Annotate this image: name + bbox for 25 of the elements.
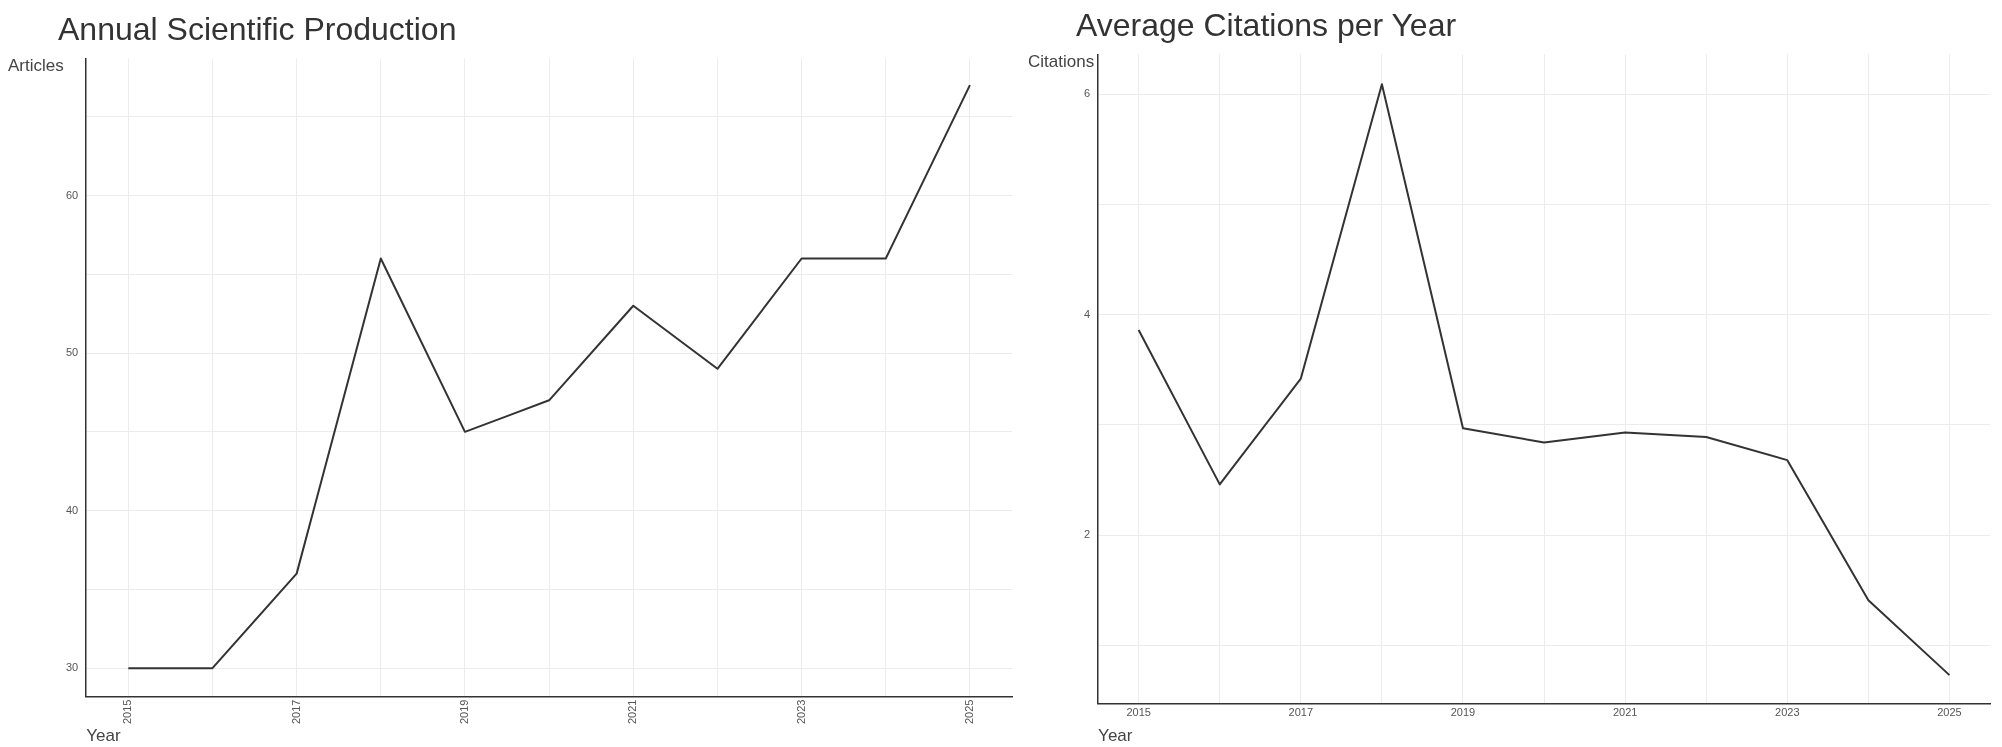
x-tick-label: 2025 xyxy=(1937,706,1962,719)
y-tick-label: 30 xyxy=(65,661,79,674)
chart-title: Average Citations per Year xyxy=(1076,7,1457,44)
x-tick-label: 2017 xyxy=(289,699,302,725)
x-tick-label: 2025 xyxy=(962,699,975,725)
y-tick-label: 4 xyxy=(1083,307,1091,320)
y-tick-label: 6 xyxy=(1083,87,1091,100)
x-tick-label: 2015 xyxy=(121,699,134,725)
x-tick-label: 2015 xyxy=(1126,706,1151,719)
x-tick-label: 2023 xyxy=(794,699,807,725)
x-tick-label: 2017 xyxy=(1288,706,1314,719)
x-axis-title: Year xyxy=(86,726,121,746)
y-tick-label: 50 xyxy=(65,346,79,359)
chart-title: Annual Scientific Production xyxy=(58,11,457,48)
x-axis-title: Year xyxy=(1098,726,1133,746)
y-tick-label: 60 xyxy=(65,188,79,201)
x-tick-label: 2021 xyxy=(1612,706,1638,719)
y-tick-label: 2 xyxy=(1083,528,1091,541)
y-axis-title: Articles xyxy=(8,56,64,76)
x-tick-label: 2021 xyxy=(626,699,639,725)
y-axis-title: Citations xyxy=(1028,52,1095,72)
x-tick-label: 2019 xyxy=(457,699,470,725)
x-tick-label: 2023 xyxy=(1775,706,1800,719)
x-tick-label: 2019 xyxy=(1450,706,1476,719)
y-tick-label: 40 xyxy=(65,503,79,516)
